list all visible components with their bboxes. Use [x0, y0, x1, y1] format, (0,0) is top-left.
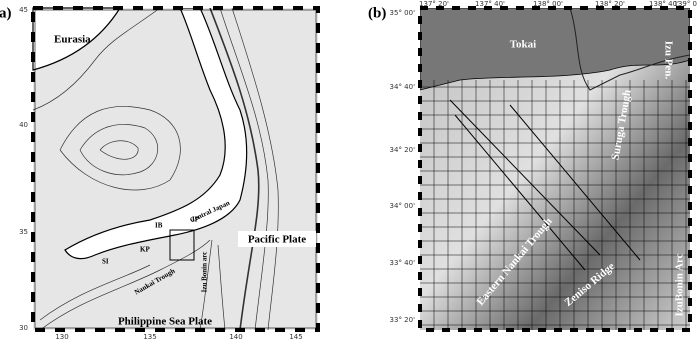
panel-b: (b) 137° 20' 137° 40' 138° 00' 138° 20' …	[368, 0, 697, 332]
coast	[569, 8, 690, 91]
place: KP	[140, 246, 150, 254]
place: IP	[192, 216, 200, 224]
lat-tick: 34° 00'	[390, 202, 416, 210]
map-a-bg	[33, 8, 318, 330]
place: Tokai	[510, 39, 537, 51]
lon-tick: 138° 40'	[649, 0, 679, 8]
frame-b	[418, 6, 692, 332]
panel-a: (a) 45 40 35 30 130 135 140 145 Eurasia …	[0, 5, 320, 340]
place: IB	[155, 222, 163, 230]
place: SI	[102, 258, 109, 266]
lon-tick: 139° 0	[673, 0, 697, 8]
profile-lines	[449, 99, 641, 271]
lon-tick: 137° 40'	[475, 0, 505, 8]
frame-a-inner	[34, 9, 317, 329]
lat-tick: 35° 00'	[390, 9, 416, 17]
continent-land	[32, 7, 122, 71]
grid	[420, 80, 690, 330]
lat-tick: 33° 20'	[390, 316, 416, 324]
lon-tick: 137° 20'	[419, 0, 449, 8]
lat-tick: 40	[19, 121, 28, 129]
lon-tick: 145	[289, 333, 302, 340]
panel-label: (b)	[368, 5, 386, 21]
place: IzuBonin Arc	[674, 253, 686, 316]
frame-a	[31, 6, 320, 332]
place: Eurasia	[54, 34, 91, 46]
study-box	[169, 229, 195, 261]
lat-tick: 35	[19, 228, 28, 236]
place: Izu Pen.	[662, 41, 674, 80]
lat-tick: 33° 40'	[390, 259, 416, 267]
lon-tick: 135	[143, 333, 156, 340]
lat-tick: 34° 20'	[390, 146, 416, 154]
lon-tick: 138° 20'	[595, 0, 625, 8]
place: Philippine Sea Plate	[118, 316, 212, 328]
lon-tick: 130	[55, 333, 68, 340]
contours	[33, 8, 279, 330]
place: Pacific Plate	[248, 234, 306, 246]
lon-tick: 140	[229, 333, 242, 340]
lon-tick: 138° 00'	[533, 0, 563, 8]
panel-label: (a)	[0, 5, 12, 21]
japan-land	[64, 8, 248, 260]
label-bg	[238, 231, 316, 247]
place: Izu Bonin arc	[201, 252, 209, 293]
lat-tick: 34° 40'	[390, 83, 416, 91]
lat-tick: 30	[19, 324, 28, 332]
land-tokai	[420, 8, 690, 91]
lat-tick: 45	[19, 6, 28, 14]
